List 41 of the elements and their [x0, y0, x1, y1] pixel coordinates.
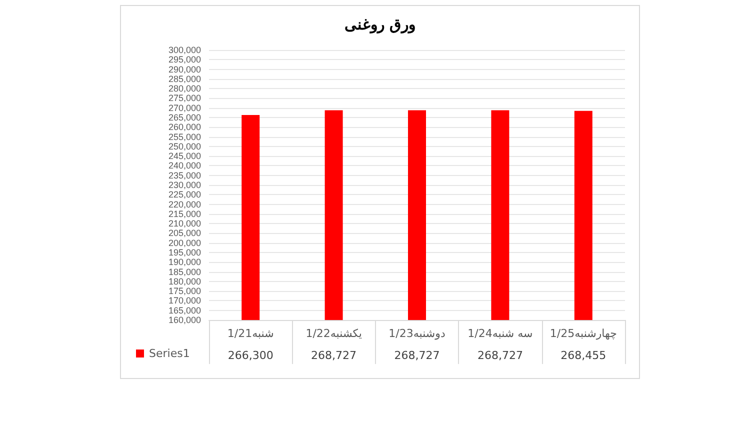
legend-label: Series1	[149, 347, 190, 360]
x-tick-label: دوشنبه1/23	[388, 327, 446, 340]
y-tick-label: 265,000	[168, 112, 201, 122]
y-tick-label: 250,000	[168, 141, 201, 152]
y-tick-label: 200,000	[168, 238, 201, 248]
data-label: 268,455	[560, 349, 606, 362]
y-tick-label: 290,000	[168, 64, 201, 74]
data-label: 266,300	[228, 349, 274, 362]
y-tick-label: 280,000	[168, 84, 201, 94]
data-label: 268,727	[311, 349, 357, 362]
y-tick-label: 205,000	[168, 228, 201, 238]
y-tick-label: 285,000	[168, 74, 201, 84]
y-tick-label: 230,000	[168, 180, 201, 190]
data-label: 268,727	[477, 349, 523, 362]
y-tick-label: 215,000	[168, 208, 201, 219]
y-tick-label: 165,000	[168, 305, 201, 316]
data-label: 268,727	[394, 349, 440, 362]
y-tick-label: 255,000	[168, 132, 201, 142]
y-tick-label: 240,000	[168, 160, 201, 171]
y-tick-label: 300,000	[168, 45, 201, 55]
y-tick-label: 220,000	[168, 199, 201, 210]
y-tick-label: 245,000	[168, 151, 201, 162]
y-tick-label: 235,000	[168, 170, 201, 180]
y-tick-label: 270,000	[168, 102, 201, 113]
y-tick-label: 260,000	[168, 122, 201, 132]
chart-title: ورق روغنی	[344, 16, 416, 34]
y-tick-label: 175,000	[168, 286, 201, 296]
y-tick-label: 275,000	[168, 93, 201, 104]
y-tick-label: 160,000	[168, 315, 201, 325]
y-tick-label: 185,000	[168, 266, 201, 277]
x-tick-label: چهارشنبه1/25	[550, 327, 617, 340]
x-tick-label: سه شنبه1/24	[468, 327, 533, 340]
x-tick-label: یکشنبه1/22	[306, 327, 362, 340]
y-tick-label: 225,000	[168, 190, 201, 200]
y-tick-label: 295,000	[168, 54, 201, 65]
y-tick-label: 180,000	[168, 276, 201, 286]
y-tick-label: 170,000	[168, 296, 201, 306]
x-tick-label: شنبه1/21	[227, 327, 274, 340]
y-tick-label: 210,000	[168, 218, 201, 229]
y-tick-label: 190,000	[168, 257, 201, 268]
y-tick-label: 195,000	[168, 248, 201, 258]
